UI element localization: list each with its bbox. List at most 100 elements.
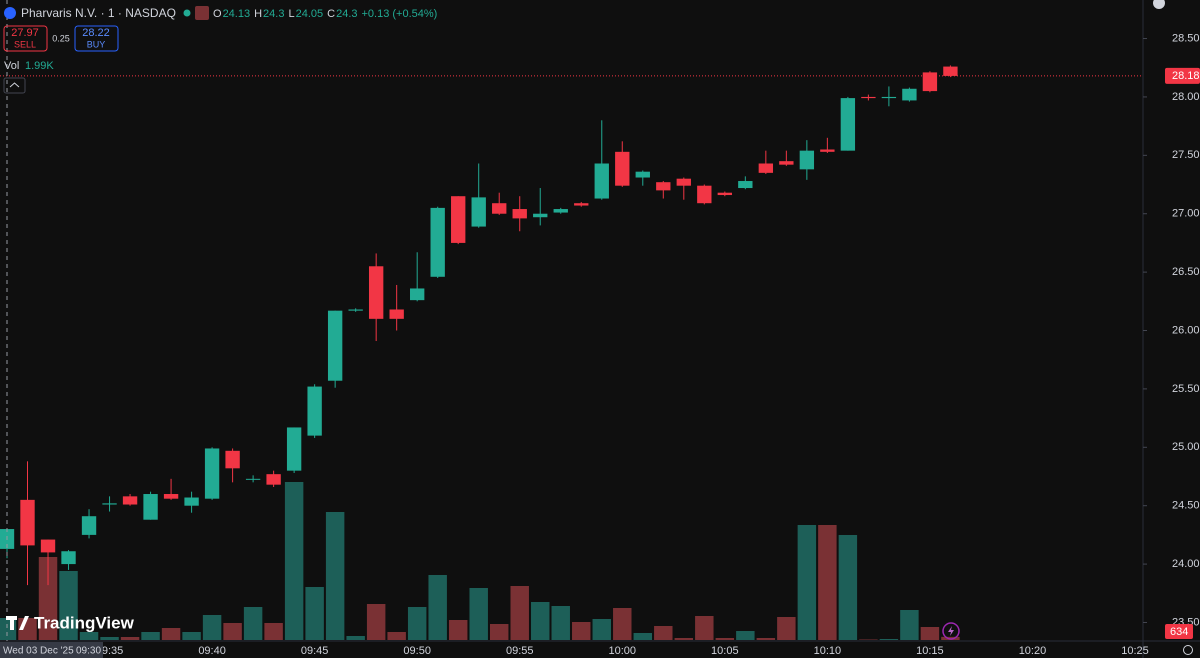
volume-bar bbox=[900, 610, 919, 640]
candle-body bbox=[122, 496, 138, 505]
candle-body bbox=[143, 494, 158, 520]
volume-bar bbox=[531, 602, 550, 640]
market-status bbox=[183, 9, 191, 17]
candle-body bbox=[697, 185, 712, 204]
volume-bar bbox=[264, 623, 283, 640]
x-tick-label: 09:50 bbox=[403, 645, 431, 657]
sell-label[interactable]: SELL bbox=[14, 39, 36, 49]
volume-bar bbox=[223, 623, 242, 640]
brand-logo bbox=[6, 616, 29, 630]
volume-bar bbox=[120, 637, 140, 640]
volume-bar bbox=[818, 525, 837, 640]
volume-bar bbox=[756, 638, 776, 640]
volume-bar bbox=[777, 617, 796, 640]
y-tick-label: 24.00 bbox=[1172, 558, 1200, 570]
candle-body bbox=[410, 288, 425, 301]
candle-body bbox=[656, 182, 671, 191]
x-tick-label: 09:55 bbox=[506, 645, 534, 657]
x-tick-label: 10:10 bbox=[814, 645, 842, 657]
candle-body bbox=[286, 427, 302, 471]
volume-total: 1.99K bbox=[25, 60, 54, 72]
candle-body bbox=[717, 192, 732, 196]
candle-body bbox=[861, 96, 876, 99]
volume-bar bbox=[797, 525, 817, 640]
volume-bar bbox=[182, 632, 201, 640]
brand: TradingView bbox=[34, 613, 135, 632]
volume-bar bbox=[428, 575, 447, 640]
volume-bar bbox=[202, 615, 222, 640]
volume-bar bbox=[551, 606, 570, 640]
candle-body bbox=[61, 551, 76, 565]
price-label: 28.18 bbox=[1172, 70, 1200, 82]
volume-bar bbox=[346, 636, 365, 640]
candle-body bbox=[40, 539, 56, 553]
candle-body bbox=[943, 66, 958, 76]
volume-bar bbox=[592, 619, 611, 640]
candle-body bbox=[902, 88, 917, 101]
candle-body bbox=[799, 150, 815, 170]
candle-body bbox=[594, 163, 609, 199]
candle-body bbox=[512, 209, 527, 219]
sell-button[interactable] bbox=[3, 25, 48, 52]
collapse-icon bbox=[9, 82, 20, 88]
crosshair-label-bg bbox=[0, 642, 103, 658]
candle-body bbox=[471, 197, 486, 227]
volume-bar bbox=[489, 624, 509, 640]
add-button[interactable] bbox=[1153, 0, 1165, 9]
volume-bar bbox=[613, 608, 632, 640]
y-tick-label: 27.50 bbox=[1172, 149, 1200, 161]
y-tick-label: 27.00 bbox=[1172, 208, 1200, 220]
volume-bar bbox=[633, 633, 653, 640]
x-tick-label: 10:25 bbox=[1121, 645, 1149, 657]
volume-bar bbox=[284, 482, 304, 640]
volume-bar bbox=[715, 638, 735, 640]
candle-body bbox=[758, 163, 774, 173]
candle-body bbox=[922, 72, 938, 92]
volume-label: Vol bbox=[4, 60, 19, 72]
volume-bar bbox=[100, 637, 119, 640]
buy-label[interactable]: BUY bbox=[87, 39, 106, 49]
volume-bar bbox=[674, 638, 694, 640]
candle-body bbox=[163, 494, 179, 499]
x-tick-label: 10:05 bbox=[711, 645, 739, 657]
lightning-button[interactable] bbox=[942, 622, 960, 640]
y-tick-label: 28.00 bbox=[1172, 91, 1200, 103]
buy-price[interactable]: 28.22 bbox=[82, 27, 110, 39]
settings-button[interactable] bbox=[1183, 645, 1193, 655]
legend-low-label: L bbox=[288, 8, 294, 20]
x-tick-label: 10:00 bbox=[609, 645, 637, 657]
candle-body bbox=[881, 96, 897, 99]
volume-bar bbox=[366, 604, 386, 640]
legend-change: +0.13 (+0.54%) bbox=[362, 8, 438, 20]
volume-bar bbox=[448, 620, 468, 640]
candle-body bbox=[615, 151, 630, 186]
candle-body bbox=[266, 474, 281, 485]
candle-body bbox=[553, 209, 568, 213]
candle-body bbox=[327, 310, 343, 381]
volume-bar bbox=[305, 587, 324, 640]
symbol-logo bbox=[4, 7, 16, 19]
candle-body bbox=[840, 98, 856, 151]
volume-bar bbox=[141, 632, 160, 640]
candle-body bbox=[820, 149, 835, 152]
candle-body bbox=[574, 203, 589, 206]
collapse-button[interactable] bbox=[3, 77, 26, 94]
alert-icon bbox=[195, 6, 209, 20]
header: Pharvaris N.V. · 1 · NASDAQ 27.97 SELL 0… bbox=[3, 0, 1193, 655]
candle-body bbox=[225, 450, 240, 469]
volume-value-label: 634 bbox=[1170, 626, 1188, 638]
y-tick-label: 25.50 bbox=[1172, 383, 1200, 395]
volume-bar bbox=[161, 628, 181, 640]
sell-price[interactable]: 27.97 bbox=[11, 27, 39, 39]
legend-high-label: H bbox=[254, 8, 262, 20]
volume-bar bbox=[859, 639, 878, 640]
buy-button[interactable] bbox=[74, 25, 119, 52]
y-tick-label: 28.50 bbox=[1172, 32, 1200, 44]
candle-body bbox=[348, 309, 363, 311]
volume-bar bbox=[38, 557, 58, 640]
candle-body bbox=[307, 386, 322, 436]
price-label-bg bbox=[1165, 67, 1200, 84]
